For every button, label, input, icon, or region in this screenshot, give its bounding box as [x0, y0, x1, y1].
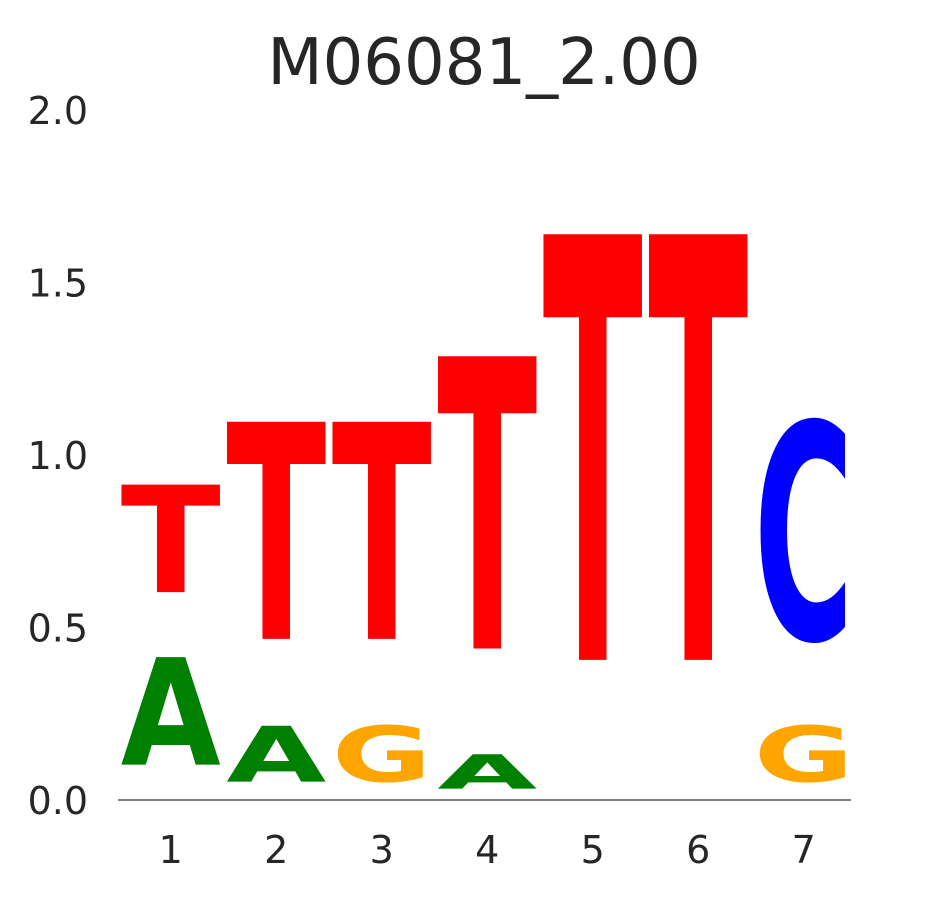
x-tick-label: 7: [792, 828, 816, 872]
logo-letter-t: T: [543, 119, 644, 798]
logo-letter-t: T: [226, 363, 326, 709]
x-tick-label: 6: [686, 828, 710, 872]
y-tick-label: 0.0: [28, 779, 88, 823]
x-tick-label: 1: [159, 828, 183, 872]
logo-letter-t: T: [332, 363, 432, 709]
chart-title: M06081_2.00: [267, 26, 700, 100]
x-tick-label: 5: [581, 828, 605, 872]
logo-letter-a: A: [226, 711, 326, 800]
y-tick-label: 2.0: [28, 89, 88, 133]
logo-letter-a: A: [121, 627, 221, 799]
x-tick-label: 4: [475, 828, 499, 872]
logo-letter-g: G: [754, 712, 854, 801]
logo-letter-t: T: [121, 456, 221, 627]
y-axis: 0.0 0.5 1.0 1.5 2.0: [28, 89, 88, 823]
logo-letter-g: G: [332, 712, 432, 801]
x-tick-label: 2: [264, 828, 288, 872]
logo-letter-a: A: [437, 745, 537, 800]
logo-letter-t: T: [648, 119, 749, 798]
x-axis: 1 2 3 4 5 6 7: [159, 828, 816, 872]
logo-letter-c: C: [754, 362, 854, 709]
y-tick-label: 1.0: [28, 434, 88, 478]
y-tick-label: 1.5: [28, 262, 88, 306]
logo-letter-t: T: [437, 278, 538, 744]
y-tick-label: 0.5: [28, 607, 88, 651]
x-tick-label: 3: [370, 828, 394, 872]
